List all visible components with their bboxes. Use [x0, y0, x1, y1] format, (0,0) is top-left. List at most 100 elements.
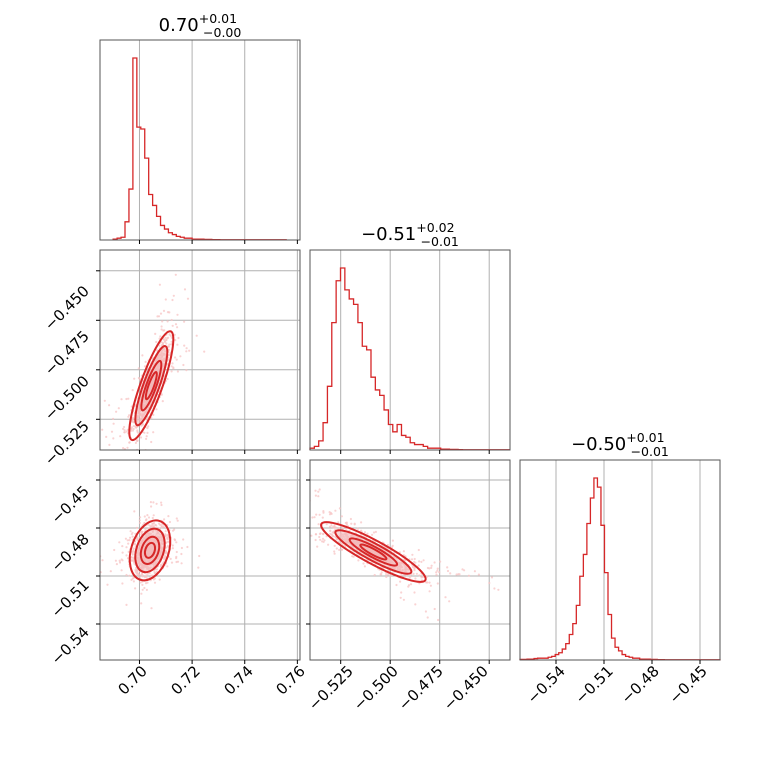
- sample-point: [171, 547, 174, 550]
- title-value: −0.51: [361, 224, 416, 245]
- sample-point: [433, 607, 436, 611]
- sample-point: [135, 466, 137, 468]
- sample-point: [363, 531, 367, 534]
- sample-point: [125, 603, 128, 607]
- panel-frame: [309, 249, 511, 451]
- sample-point: [133, 562, 136, 565]
- sample-point: [120, 558, 123, 561]
- x-tick-label: −0.54: [524, 662, 569, 707]
- sample-point: [413, 567, 416, 570]
- sample-point: [417, 564, 420, 567]
- sample-point: [140, 532, 143, 535]
- sample-point: [125, 506, 127, 508]
- sample-point: [167, 345, 170, 348]
- sample-point: [168, 343, 171, 346]
- sample-point: [322, 510, 325, 513]
- density-contour: [320, 521, 427, 583]
- sample-point: [334, 526, 337, 529]
- sample-point: [415, 572, 418, 575]
- sample-point: [140, 592, 143, 595]
- sample-point: [179, 355, 182, 358]
- sample-point: [497, 588, 500, 591]
- sample-point: [175, 550, 178, 554]
- sample-point: [129, 461, 131, 463]
- sample-point: [418, 560, 421, 563]
- sample-point: [144, 519, 148, 522]
- sample-point: [166, 538, 169, 541]
- sample-point: [171, 362, 174, 365]
- sample-point: [321, 516, 324, 519]
- sample-point: [133, 542, 136, 545]
- y-tick-label: −0.475: [41, 327, 93, 379]
- sample-point: [129, 530, 132, 533]
- sample-point: [493, 587, 496, 590]
- sample-point: [131, 553, 134, 556]
- sample-point: [153, 581, 157, 584]
- sample-point: [267, 517, 269, 519]
- sample-point: [165, 342, 168, 345]
- sample-point: [409, 583, 413, 586]
- panel-frame: [519, 459, 721, 661]
- x-tick-label: −0.475: [395, 662, 447, 714]
- sample-point: [374, 530, 377, 534]
- sample-point: [333, 524, 336, 527]
- sample-point: [123, 447, 126, 450]
- sample-point: [152, 501, 155, 504]
- sample-point: [146, 514, 149, 517]
- title-param-2: −0.51+0.02 −0.01: [361, 220, 459, 249]
- sample-point: [329, 529, 332, 533]
- sample-point: [333, 550, 336, 553]
- sample-point: [176, 326, 179, 329]
- sample-point: [168, 520, 171, 524]
- sample-point: [115, 410, 118, 413]
- sample-point: [126, 539, 129, 542]
- sample-point: [314, 494, 317, 497]
- x-tick-labels-param-2: −0.525 −0.500 −0.475 −0.450: [305, 662, 492, 714]
- sample-point: [379, 573, 382, 576]
- sample-point: [141, 583, 144, 587]
- sample-point: [334, 509, 337, 512]
- sample-point: [131, 550, 134, 553]
- sample-point: [141, 572, 144, 576]
- sample-point: [350, 522, 353, 525]
- sample-point: [121, 582, 124, 585]
- sample-point: [108, 404, 111, 407]
- sample-point: [127, 415, 130, 418]
- sample-point: [314, 489, 317, 492]
- sample-point: [131, 389, 134, 392]
- sample-point: [170, 370, 173, 373]
- sample-point: [186, 545, 189, 549]
- sample-point: [134, 587, 137, 590]
- sample-point: [164, 336, 167, 339]
- title-param-1: 0.70+0.01 −0.00: [159, 11, 242, 40]
- sample-point: [197, 566, 200, 569]
- sample-point: [157, 315, 161, 318]
- sample-point: [176, 519, 179, 522]
- sample-point: [118, 559, 121, 562]
- sample-point: [321, 537, 325, 540]
- sample-point: [130, 556, 133, 559]
- title-minus: −0.01: [631, 444, 669, 459]
- sample-point: [101, 428, 104, 431]
- sample-point: [174, 323, 178, 326]
- sample-point: [129, 465, 131, 467]
- sample-point: [170, 343, 173, 346]
- sample-point: [164, 551, 167, 555]
- sample-point: [171, 529, 175, 532]
- title-minus: −0.01: [421, 234, 459, 249]
- sample-point: [139, 581, 142, 584]
- sample-point: [170, 340, 173, 343]
- sample-point: [108, 443, 111, 446]
- sample-point: [176, 370, 179, 373]
- sample-point: [155, 502, 158, 505]
- sample-point: [146, 581, 149, 584]
- sample-point: [426, 616, 429, 619]
- sample-point: [167, 515, 170, 518]
- sample-point: [151, 516, 154, 520]
- sample-point: [166, 320, 169, 323]
- sample-point: [112, 437, 115, 440]
- sample-point: [314, 533, 317, 536]
- sample-point: [109, 570, 112, 573]
- sample-point: [113, 462, 115, 464]
- sample-point: [153, 577, 157, 580]
